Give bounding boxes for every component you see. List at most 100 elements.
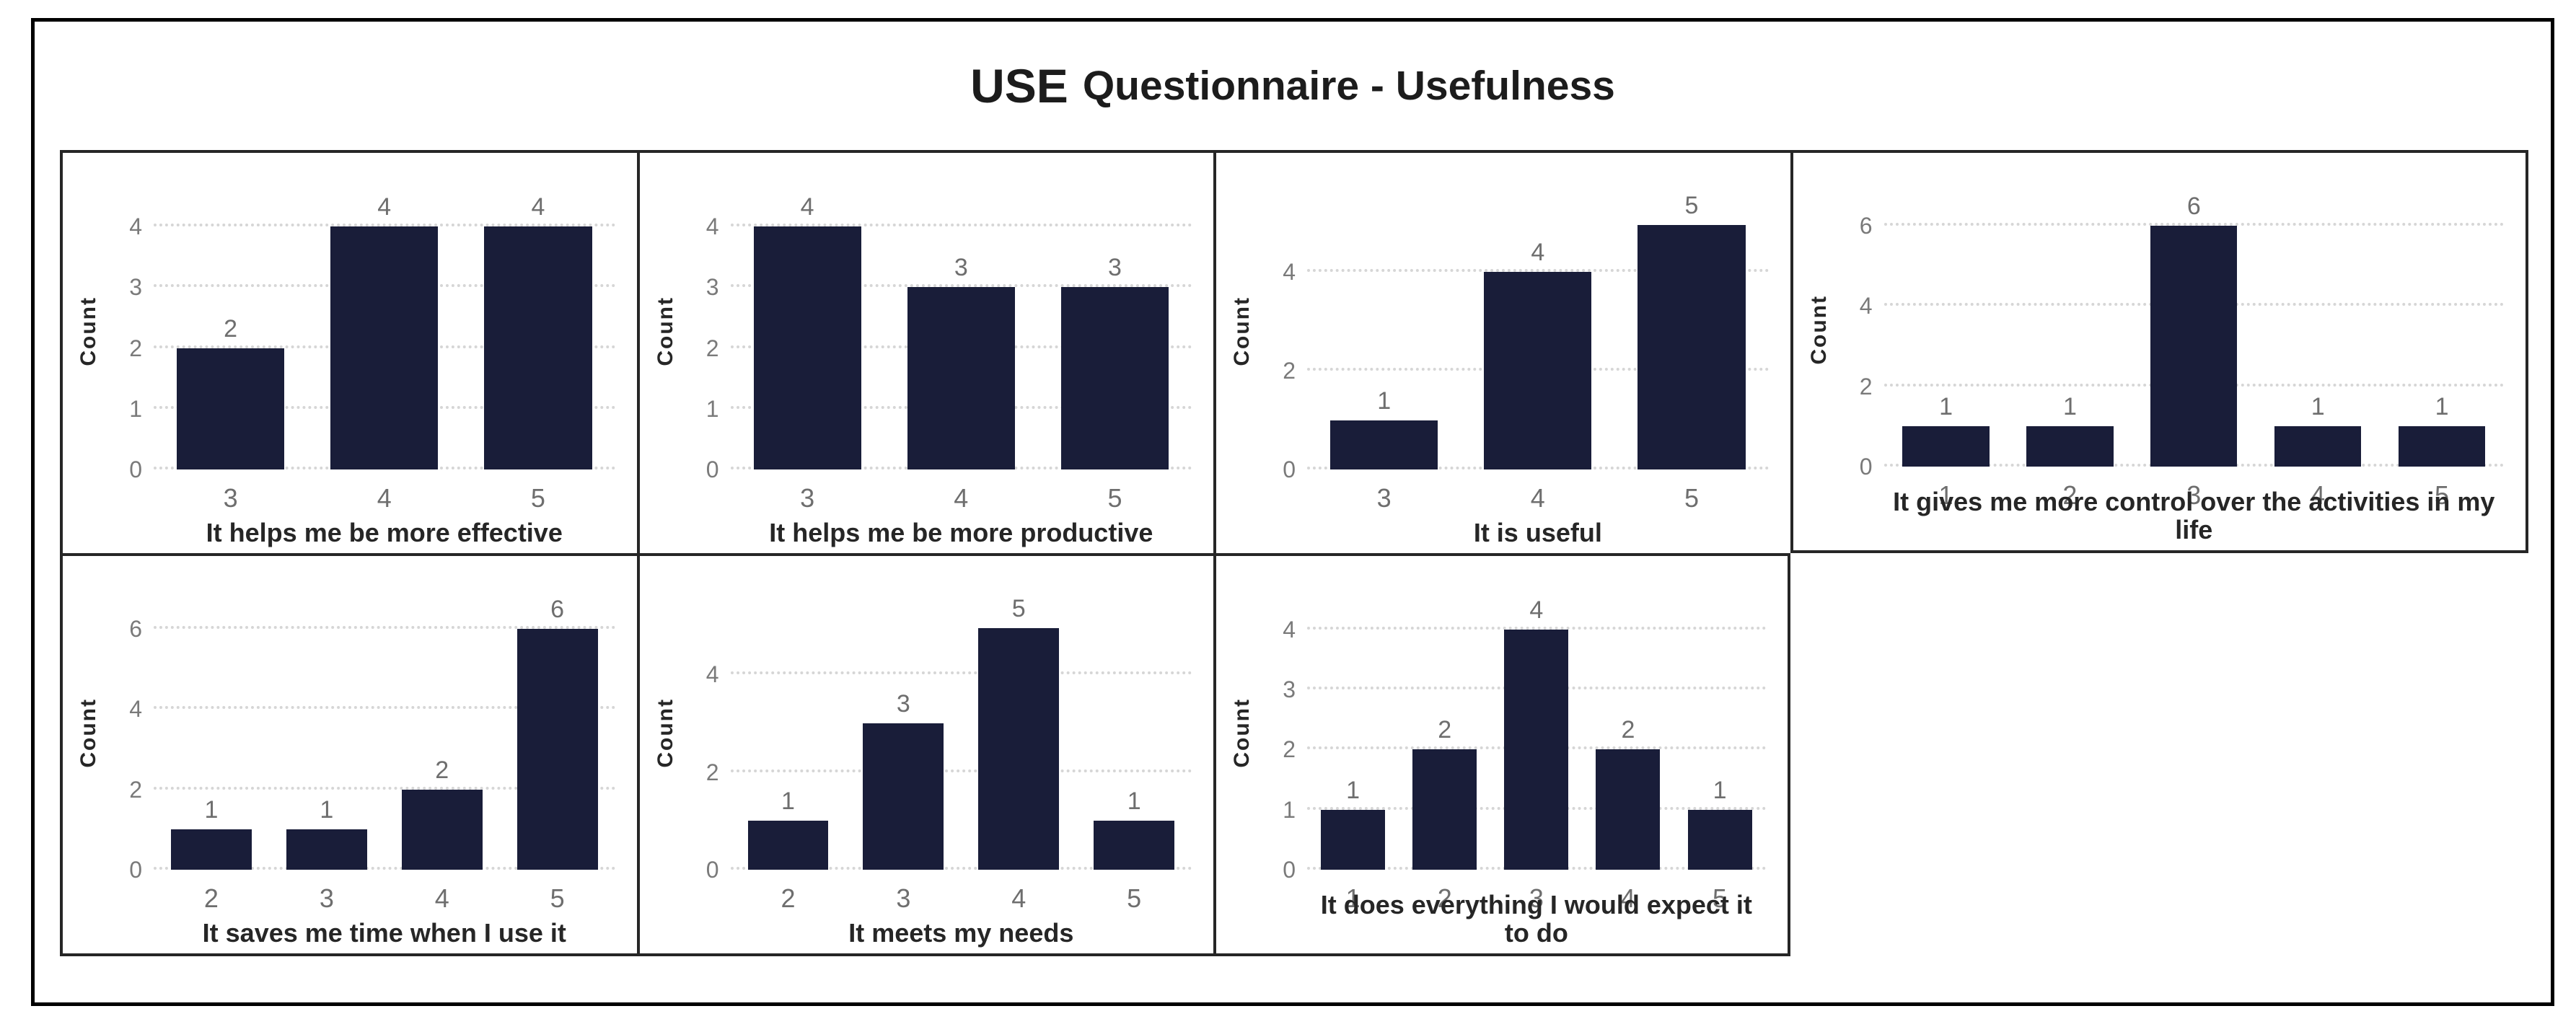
x-tick-label: 3 (223, 483, 238, 513)
figure-title: USE Questionnaire - Usefulness (35, 22, 2551, 150)
x-ticks: 2 3 4 5 (731, 886, 1192, 912)
bar-slot: 1 (269, 596, 384, 870)
bar-slot: 1 (1307, 193, 1461, 469)
gridline (154, 706, 615, 710)
bar-slot: 2 (1399, 596, 1490, 870)
plot-area: 4 3 3 (730, 193, 1192, 469)
x-tick-label: 5 (2435, 480, 2450, 510)
bar-slot: 2 (154, 193, 307, 469)
bar (1902, 426, 1990, 467)
x-tick-label: 4 (1011, 883, 1027, 913)
bars: 1 2 4 2 1 (1307, 596, 1766, 870)
bars: 1 3 5 1 (731, 596, 1192, 870)
bar-slot: 1 (2380, 193, 2504, 467)
bar (2274, 426, 2362, 467)
y-tick-label: 4 (1283, 616, 1296, 643)
x-tick-label: 4 (954, 483, 969, 513)
y-tick-label: 1 (129, 395, 142, 422)
y-ticks: 0 2 4 6 (1835, 193, 1873, 478)
bar-value-label: 2 (1438, 716, 1452, 744)
x-axis-title: It does everything I would expect it to … (1320, 889, 1752, 948)
x-ticks: 1 2 3 4 5 (1307, 886, 1766, 912)
x-tick-label: 5 (530, 483, 545, 513)
x-tick-label: 3 (1376, 483, 1392, 513)
y-tick-label: 2 (1859, 373, 1873, 400)
x-tick-label: 2 (1437, 883, 1452, 913)
bar (753, 226, 861, 469)
bar-slot: 5 (1614, 193, 1768, 469)
bar (1687, 809, 1752, 870)
x-ticks: 3 4 5 (731, 485, 1192, 511)
bar-slot: 1 (1307, 596, 1399, 870)
x-axis-title: It saves me time when I use it (202, 918, 566, 948)
gridline (730, 224, 1192, 227)
y-tick-label: 0 (1859, 454, 1873, 480)
bar (747, 821, 829, 870)
y-axis-label: Count (76, 698, 100, 768)
y-axis-label-wrap: Count (650, 193, 682, 469)
bar-value-label: 4 (531, 193, 545, 221)
bar (1484, 272, 1592, 469)
x-ticks: 1 2 3 4 5 (1884, 482, 2504, 508)
bar-value-label: 1 (2311, 393, 2325, 421)
bar-slot: 4 (307, 193, 461, 469)
x-ticks: 3 4 5 (154, 485, 615, 511)
bar-value-label: 1 (1127, 788, 1141, 816)
x-axis-title: It helps me be more productive (769, 518, 1153, 548)
x-tick-label: 5 (1713, 883, 1728, 913)
subplot-3: Count 0 2 4 1 4 5 3 4 5 It is useful (1213, 150, 1790, 553)
bar-slot: 3 (1038, 193, 1192, 469)
bar-value-label: 1 (2062, 393, 2077, 421)
bar (907, 287, 1015, 469)
y-tick-label: 2 (705, 759, 719, 785)
bars: 4 3 3 (731, 193, 1192, 469)
bar (1321, 809, 1386, 870)
bar (286, 829, 367, 870)
y-axis-label: Count (1230, 296, 1254, 366)
gridline (1307, 626, 1766, 630)
bar-value-label: 2 (224, 314, 238, 343)
subplot-1: Count 0 1 2 3 4 2 4 4 3 4 5 It helps me be more … (60, 150, 637, 553)
bar (1638, 225, 1746, 469)
y-tick-label: 1 (705, 395, 719, 422)
y-tick-label: 0 (1283, 456, 1296, 482)
gridline (154, 867, 615, 870)
gridline (730, 671, 1192, 675)
subplot-7: Count 0 1 2 3 4 1 2 4 2 1 1 2 3 4 5 It does everythi… (1213, 553, 1790, 956)
subplot-6: Count 0 2 4 1 3 5 1 2 3 4 5 It meets my needs (636, 553, 1214, 956)
gridline (154, 625, 615, 629)
gridline (1883, 222, 2504, 226)
x-tick-label: 5 (550, 883, 565, 913)
gridline (730, 769, 1192, 772)
bar (484, 226, 592, 469)
y-ticks: 0 2 4 (1258, 193, 1296, 481)
bar-value-label: 1 (1377, 387, 1392, 415)
y-tick-label: 2 (129, 776, 142, 803)
plot-area: 1 3 5 1 (730, 596, 1192, 870)
y-ticks: 0 1 2 3 4 (682, 193, 719, 481)
x-tick-label: 4 (434, 883, 449, 913)
bar-slot: 1 (154, 596, 269, 870)
subplot-2: Count 0 1 2 3 4 4 3 3 3 4 5 It helps me be more … (636, 150, 1214, 553)
x-tick-label: 2 (203, 883, 219, 913)
bar (330, 226, 439, 469)
bar-value-label: 6 (2186, 192, 2201, 220)
bar-value-label: 1 (2435, 393, 2449, 421)
bar-value-label: 5 (1684, 192, 1699, 219)
gridline (730, 284, 1192, 288)
bar (2150, 225, 2238, 467)
plot-area: 1 1 2 6 (154, 596, 615, 870)
y-axis-label-wrap: Count (1226, 596, 1258, 870)
bar-slot: 3 (884, 193, 1038, 469)
y-ticks: 0 1 2 3 4 (105, 193, 142, 481)
y-tick-label: 2 (1283, 736, 1296, 763)
bar (1094, 821, 1175, 870)
bar (863, 723, 944, 870)
y-axis-label-wrap: Count (650, 596, 682, 870)
figure-title-use: USE (970, 59, 1068, 113)
bar-value-label: 2 (435, 756, 449, 784)
y-tick-label: 2 (129, 335, 142, 361)
x-tick-label: 4 (1530, 483, 1545, 513)
